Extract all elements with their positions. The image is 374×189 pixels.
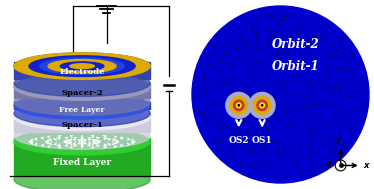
Ellipse shape bbox=[14, 89, 150, 115]
Text: y: y bbox=[336, 135, 342, 144]
Circle shape bbox=[226, 92, 252, 118]
Ellipse shape bbox=[70, 64, 94, 69]
Ellipse shape bbox=[14, 74, 150, 100]
Polygon shape bbox=[14, 102, 150, 109]
Circle shape bbox=[236, 103, 241, 108]
Ellipse shape bbox=[40, 58, 124, 74]
Ellipse shape bbox=[14, 100, 150, 127]
Text: Electrode: Electrode bbox=[59, 68, 105, 76]
Circle shape bbox=[335, 160, 346, 171]
Text: OS1: OS1 bbox=[252, 136, 273, 145]
Ellipse shape bbox=[14, 53, 150, 79]
Ellipse shape bbox=[14, 123, 150, 149]
Ellipse shape bbox=[48, 60, 116, 73]
Circle shape bbox=[238, 105, 239, 106]
Polygon shape bbox=[14, 83, 150, 98]
Circle shape bbox=[261, 105, 263, 106]
Circle shape bbox=[234, 100, 244, 111]
Text: OS2: OS2 bbox=[229, 136, 249, 145]
Text: Fixed Layer: Fixed Layer bbox=[53, 158, 111, 167]
Circle shape bbox=[230, 97, 248, 114]
Ellipse shape bbox=[14, 53, 150, 79]
Ellipse shape bbox=[14, 74, 150, 100]
Ellipse shape bbox=[14, 70, 150, 96]
Circle shape bbox=[257, 100, 267, 111]
Polygon shape bbox=[14, 62, 150, 79]
Polygon shape bbox=[14, 138, 150, 176]
Text: z: z bbox=[327, 160, 331, 169]
Circle shape bbox=[253, 97, 271, 114]
Ellipse shape bbox=[14, 104, 150, 130]
Ellipse shape bbox=[29, 56, 135, 77]
Text: Orbit-1: Orbit-1 bbox=[272, 60, 319, 74]
Text: Spacer-2: Spacer-2 bbox=[61, 89, 103, 97]
Polygon shape bbox=[14, 113, 150, 132]
Text: x: x bbox=[364, 161, 369, 170]
Text: Free Layer: Free Layer bbox=[59, 106, 105, 114]
Text: Spacer-1: Spacer-1 bbox=[61, 121, 103, 129]
Circle shape bbox=[192, 6, 369, 183]
Ellipse shape bbox=[14, 166, 150, 189]
Circle shape bbox=[249, 92, 275, 118]
Ellipse shape bbox=[14, 93, 150, 119]
Circle shape bbox=[260, 103, 264, 108]
Ellipse shape bbox=[60, 62, 104, 70]
Ellipse shape bbox=[14, 129, 150, 155]
Text: Orbit-2: Orbit-2 bbox=[272, 38, 319, 51]
